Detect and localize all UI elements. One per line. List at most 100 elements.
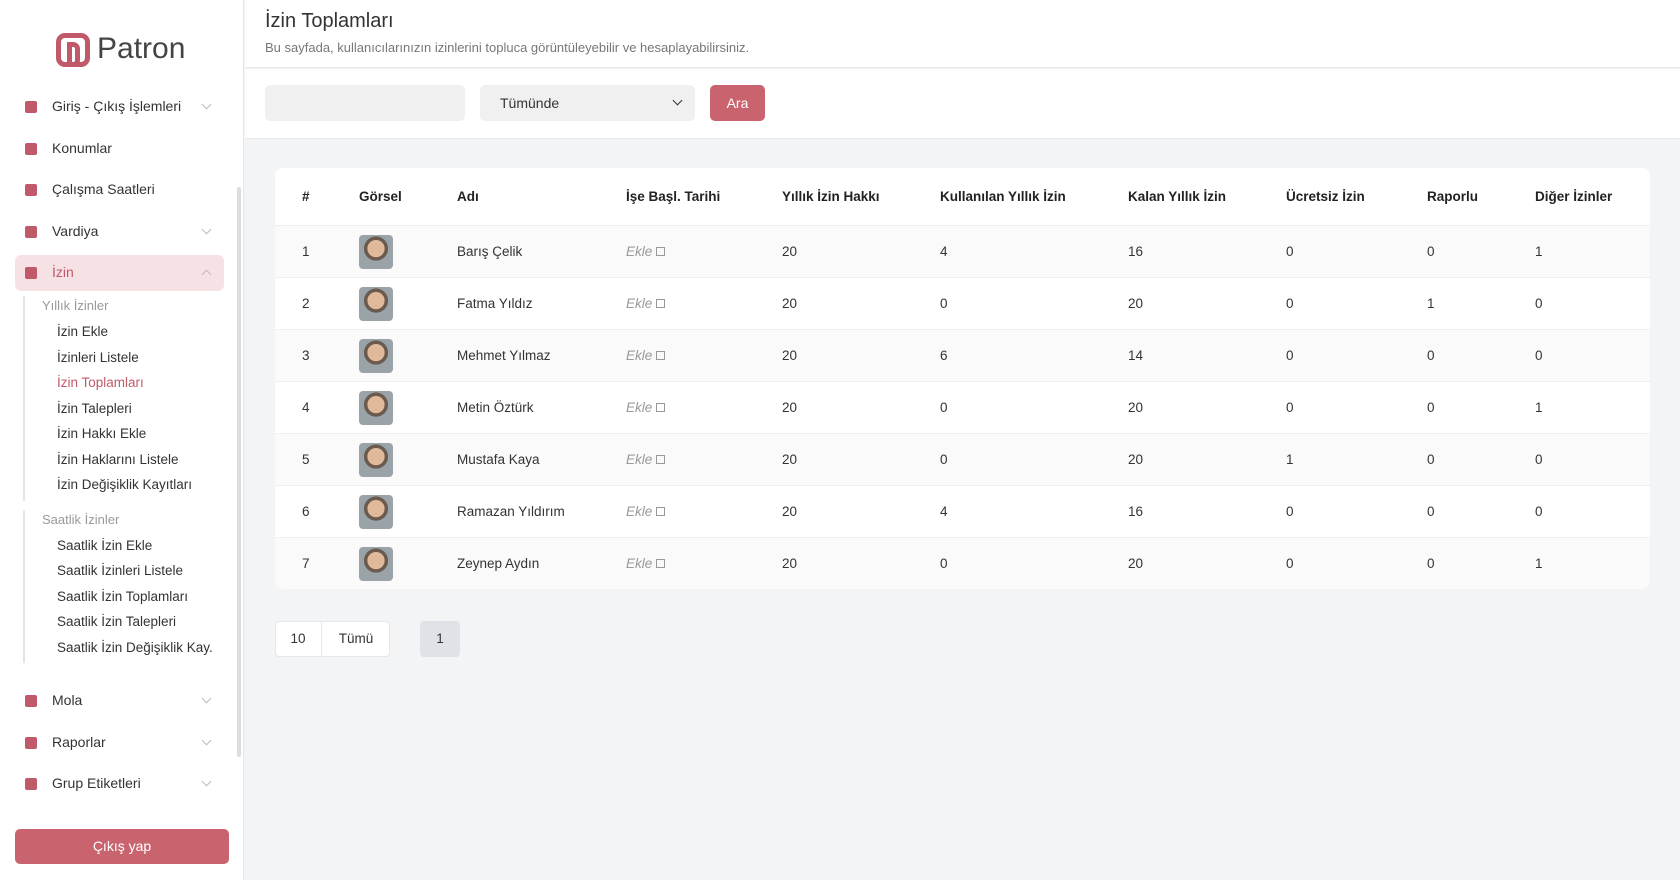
add-link[interactable]: Ekle [626,296,666,311]
add-link[interactable]: Ekle [626,452,666,467]
logout-button[interactable]: Çıkış yap [15,829,229,864]
add-link[interactable]: Ekle [626,556,666,571]
submenu-item[interactable]: Saatlik İzin Talepleri [57,614,177,629]
pagination: 10 Tümü 1 [275,621,675,657]
submenu-item[interactable]: İzin Değişiklik Kayıtları [57,477,193,492]
submenu-item[interactable]: Saatlik İzinleri Listele [57,563,184,578]
cell: 20 [782,348,798,363]
logo-mark [67,42,80,67]
cell: 7 [302,556,310,571]
table: # Görsel Adı İşe Başl. Tarihi Yıllık İzin Ha… [275,168,1650,589]
cell: 0 [1286,296,1294,311]
cell: 0 [1427,348,1435,363]
submenu-item[interactable]: Saatlik İzin Değişiklik Kay. [57,639,213,655]
submenu-item[interactable]: İzin Toplamları [57,375,144,390]
cell: 1 [1535,244,1543,259]
external-icon [656,455,666,464]
column-header: Kalan Yıllık İzin [1128,189,1227,204]
cell: 0 [940,556,948,571]
cell: 20 [782,452,798,467]
table-row [275,434,1650,486]
menu-item[interactable]: İzin [52,264,74,280]
menu-icon [25,736,37,749]
avatar [359,235,393,269]
add-link[interactable]: Ekle [626,348,666,363]
submenu-item[interactable]: İzin Ekle [57,324,109,339]
submenu-item[interactable]: İzin Talepleri [57,400,132,416]
filter-select[interactable]: Tümünde [480,85,695,121]
select-text: Tümünde [500,95,560,111]
cell: 20 [782,244,798,259]
menu-item[interactable]: Raporlar [52,733,106,750]
table-row [275,538,1650,589]
menu-icon [25,184,37,196]
menu-item[interactable]: Şirket Ayarları [52,817,139,819]
cell: 20 [782,556,798,571]
cell: 0 [1535,348,1543,363]
cell: 0 [940,452,948,467]
cell: 0 [1535,296,1543,311]
avatar [359,339,393,373]
submenu-item[interactable]: İzin Hakkı Ekle [57,426,147,441]
sidebar: Patron Giriş - Çıkış İşlemleri Konumlar Ça… [0,0,244,880]
page-number[interactable]: 1 [420,621,460,657]
page-size[interactable]: Tümü [338,631,374,646]
add-link[interactable]: Ekle [626,504,666,519]
cell: 6 [302,504,310,519]
cell: 20 [1128,296,1144,311]
menu-icon [25,101,37,113]
submenu-item[interactable]: İzinleri Listele [57,349,139,365]
column-header: Kullanılan Yıllık İzin [940,189,1066,204]
cell: 0 [1286,556,1294,571]
search-input[interactable] [265,85,465,121]
menu-item[interactable]: Çalışma Saatleri [52,181,155,197]
menu-item[interactable]: Mola [52,692,83,708]
submenu-item[interactable]: Saatlik İzin Toplamları [57,588,189,604]
chevron [201,224,212,234]
table-row [275,382,1650,434]
external-icon [656,403,666,412]
employee-name: Fatma Yıldız [457,296,533,311]
avatar [359,495,393,529]
submenu-item[interactable]: Saatlik İzin Ekle [57,537,153,553]
menu: Giriş - Çıkış İşlemleri Konumlar Çalışma S… [0,96,243,818]
column-header: Yıllık İzin Hakkı [782,189,880,204]
page-size[interactable]: 10 [275,621,322,657]
chevron [201,776,212,787]
cell: 0 [1427,452,1435,467]
add-link[interactable]: Ekle [626,400,666,415]
cell: 0 [1427,400,1435,415]
external-icon [656,507,666,516]
cell: 0 [940,296,948,311]
cell: 0 [1286,504,1294,519]
menu-item[interactable]: Grup Etiketleri [52,775,141,791]
submenu-line [23,509,25,663]
submenu-item[interactable]: İzin Haklarını Listele [57,451,179,467]
cell: 0 [1427,504,1435,519]
cell: 0 [1535,504,1543,519]
cell: 4 [940,504,948,519]
menu-item[interactable]: Konumlar [52,139,112,156]
cell: 20 [1128,556,1144,571]
table-row [275,278,1650,330]
brand: Patron [97,32,186,65]
main: İzin Toplamları Bu sayfada, kullanıcılar… [245,0,1680,880]
search-button[interactable]: Ara [710,85,765,121]
cell: 1 [1535,400,1543,415]
employee-name: Mehmet Yılmaz [457,348,551,363]
add-link[interactable]: Ekle [626,244,666,259]
column-header: Diğer İzinler [1535,189,1613,204]
employee-name: Mustafa Kaya [457,452,540,467]
employee-name: Zeynep Aydın [457,556,540,571]
cell: 6 [940,348,948,363]
external-icon [656,299,666,308]
menu-item[interactable]: Giriş - Çıkış İşlemleri [52,98,182,114]
column-header: # [302,189,310,204]
cell: 5 [302,452,310,467]
menu-item[interactable]: Vardiya [52,222,99,239]
cell: 0 [1286,400,1294,415]
table-row [275,330,1650,382]
cell: 2 [302,296,310,311]
avatar [359,547,393,581]
